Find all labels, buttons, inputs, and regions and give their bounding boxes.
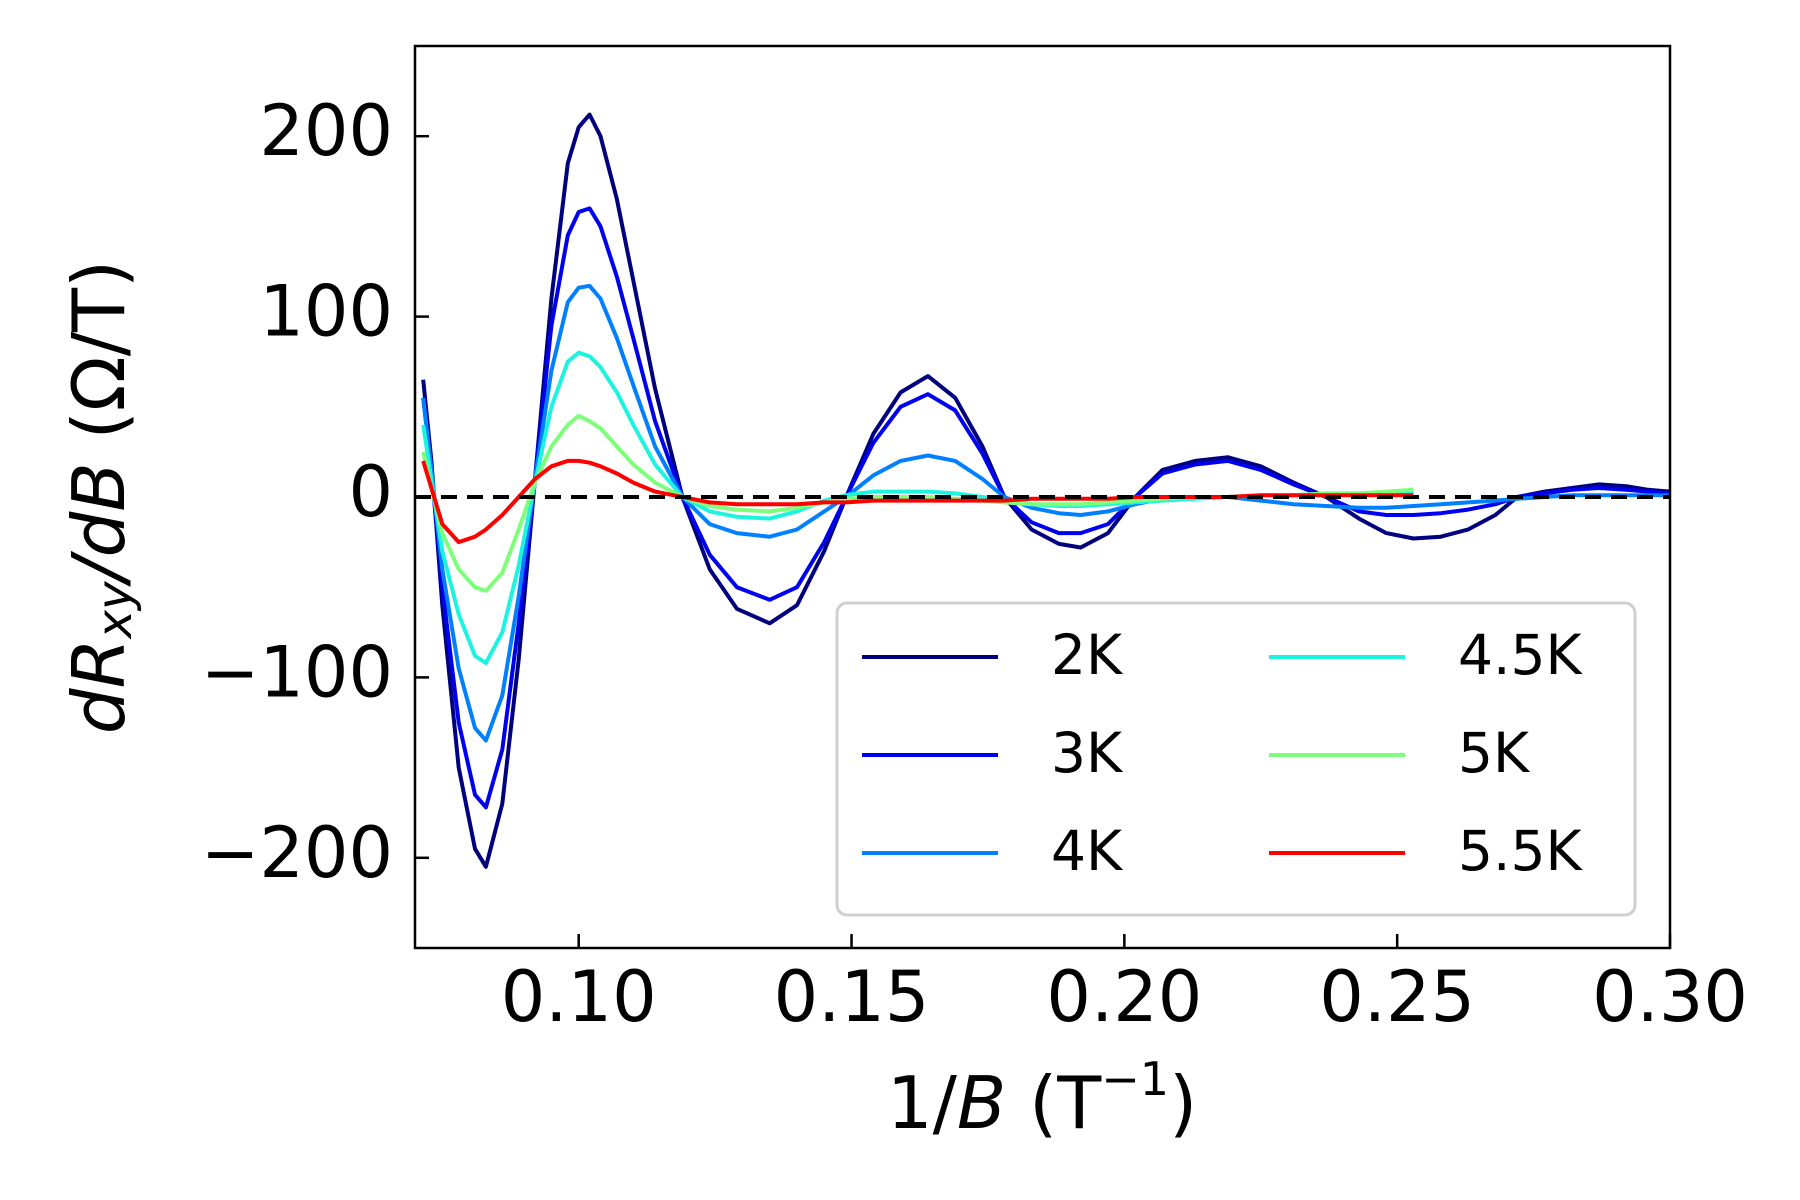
y-label-part: (Ω/T) — [57, 260, 141, 462]
x-label-part: ) — [1169, 1061, 1197, 1145]
legend-label: 4.5K — [1458, 623, 1583, 687]
x-label-part: −1 — [1101, 1052, 1169, 1106]
y-label-part: /d — [57, 510, 141, 587]
x-tick-label: 0.25 — [1319, 956, 1475, 1038]
series-line — [421, 413, 1414, 593]
x-label-part: (T — [1006, 1061, 1102, 1145]
y-label-part: B — [57, 462, 141, 511]
y-tick-label: 100 — [259, 271, 393, 353]
series-line — [421, 283, 1670, 743]
legend-label: 2K — [1051, 623, 1124, 687]
legend-label: 4K — [1051, 819, 1124, 883]
series-line — [421, 112, 1670, 869]
x-tick-label: 0.10 — [501, 956, 657, 1038]
series-line — [421, 458, 1414, 545]
y-label-part: d — [57, 687, 141, 734]
x-tick-label: 0.20 — [1046, 956, 1202, 1038]
y-tick-label: −200 — [201, 812, 393, 894]
legend-frame — [835, 601, 1637, 917]
x-label-part: B — [957, 1061, 1006, 1145]
y-tick-label: 200 — [259, 90, 393, 172]
x-label-part: 1/ — [887, 1061, 958, 1145]
x-axis-label: 1/B (T−1) — [887, 1052, 1197, 1145]
legend-label: 5K — [1458, 721, 1531, 785]
plot-frame — [413, 44, 1672, 950]
y-label-part: xy — [87, 581, 143, 640]
legend-label: 5.5K — [1458, 819, 1583, 883]
y-tick-label: −100 — [201, 631, 393, 713]
y-axis-label: dRxy/dB (Ω/T) — [57, 260, 143, 734]
x-tick-label: 0.15 — [774, 956, 930, 1038]
series-line — [421, 206, 1670, 810]
legend-label: 3K — [1051, 721, 1124, 785]
y-label-part: R — [57, 638, 141, 688]
y-tick-label: 0 — [348, 451, 393, 533]
x-tick-label: 0.30 — [1592, 956, 1748, 1038]
plot-area — [415, 112, 1670, 869]
